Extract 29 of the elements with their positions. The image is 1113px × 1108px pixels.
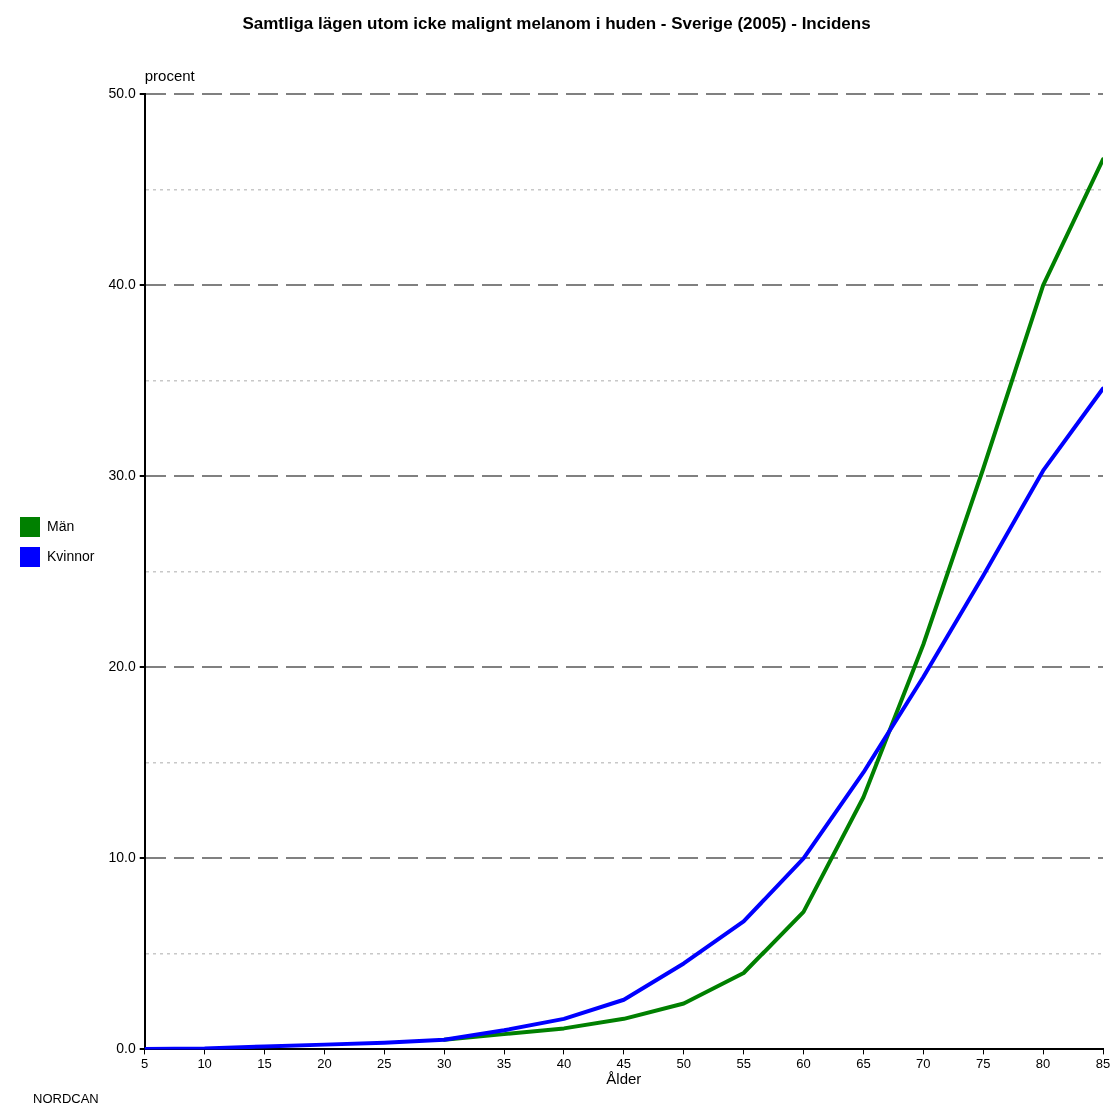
x-tick-label: 50 — [676, 1055, 691, 1071]
x-tick-label: 55 — [736, 1055, 751, 1071]
x-tick-label: 45 — [616, 1055, 632, 1071]
x-tick-label: 15 — [257, 1055, 272, 1071]
y-tick-label: 20.0 — [108, 658, 136, 675]
legend-label: Kvinnor — [47, 547, 95, 564]
x-axis-title: Ålder — [606, 1069, 642, 1087]
x-tick-label: 10 — [197, 1055, 212, 1071]
x-tick-label: 40 — [556, 1055, 572, 1071]
x-tick-label: 70 — [916, 1055, 931, 1071]
y-tick-label: 10.0 — [108, 849, 136, 866]
legend-label: Män — [47, 517, 75, 534]
x-tick-label: 25 — [377, 1055, 392, 1071]
x-tick-label: 85 — [1095, 1055, 1111, 1071]
x-tick-label: 75 — [975, 1055, 991, 1071]
x-tick-label: 30 — [436, 1055, 452, 1071]
y-axis-title: procent — [144, 67, 196, 85]
chart-title: Samtliga lägen utom icke malignt melanom i huden - Sverige (2005) - Incidens — [242, 13, 871, 33]
y-tick-label: 50.0 — [108, 85, 136, 102]
x-tick-label: 80 — [1035, 1055, 1051, 1071]
y-tick-label: 40.0 — [108, 276, 136, 293]
text: NORDCAN — [33, 1091, 99, 1107]
y-tick-label: 30.0 — [108, 467, 136, 484]
x-tick-label: 35 — [496, 1055, 512, 1071]
x-tick-label: 5 — [141, 1055, 149, 1071]
x-tick-label: 60 — [796, 1055, 811, 1071]
y-tick-label: 0.0 — [116, 1040, 136, 1057]
x-tick-label: 20 — [317, 1055, 332, 1071]
x-tick-label: 65 — [856, 1055, 871, 1071]
